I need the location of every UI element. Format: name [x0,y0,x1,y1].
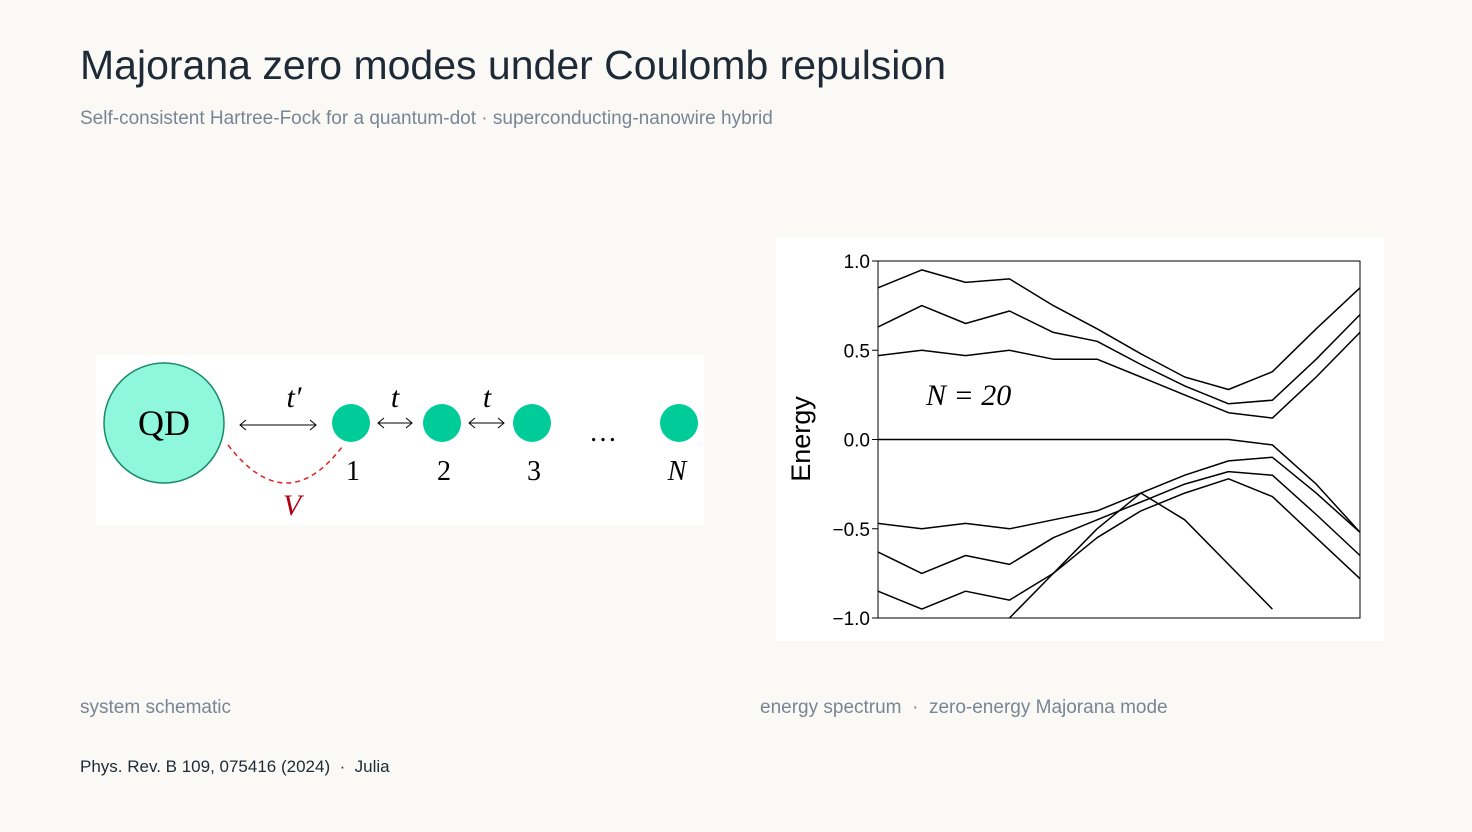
quantum-dot [103,362,225,484]
subtitle: Self-consistent Hartree-Fock for a quant… [80,108,773,129]
y-axis-label: Energy [786,396,816,482]
y-tick-label: 0.5 [844,341,870,362]
site-label: 3 [527,456,541,487]
spectrum-line [877,304,1361,405]
site-label: … [589,417,617,448]
spectrum-line [877,269,1361,391]
site [513,404,551,442]
schematic: QD t′ t t V 1 2 3 … N [96,355,704,525]
spectrum-line [878,438,1361,533]
footer: Phys. Rev. B 109, 075416 (2024) · Julia [80,757,390,776]
site-label: 2 [437,456,451,487]
caption: energy spectrum · zero-energy Majorana m… [760,697,1168,718]
site [423,404,461,442]
caption: system schematic [80,697,231,718]
y-tick-label: −1.0 [832,609,870,630]
spectrum-line [877,456,1361,533]
interaction-arc [227,444,343,484]
y-tick-label: 1.0 [844,252,870,273]
dot-label: QD [138,403,190,443]
coupling-label: t′ [287,381,302,414]
y-tick-label: −0.5 [832,520,870,541]
hop-label: t [483,381,492,414]
site [660,404,698,442]
interaction-label: V [283,489,305,522]
site-label: 1 [346,456,360,487]
y-tick-label: 0.0 [844,431,870,452]
site-label: N [667,456,688,487]
plot-frame [877,260,1361,619]
spectrum-chart: Energy N = 20 −1.0 −0.5 0.0 0.5 1.0 [776,237,1384,641]
arrows [239,417,505,431]
title: Majorana zero modes under Coulomb repuls… [80,42,947,88]
annotation: N = 20 [925,379,1011,412]
spectrum-line [1008,492,1273,619]
hop-label: t [391,381,400,414]
site [332,404,370,442]
spectrum-line [877,331,1361,419]
spectrum-line [877,478,1361,610]
